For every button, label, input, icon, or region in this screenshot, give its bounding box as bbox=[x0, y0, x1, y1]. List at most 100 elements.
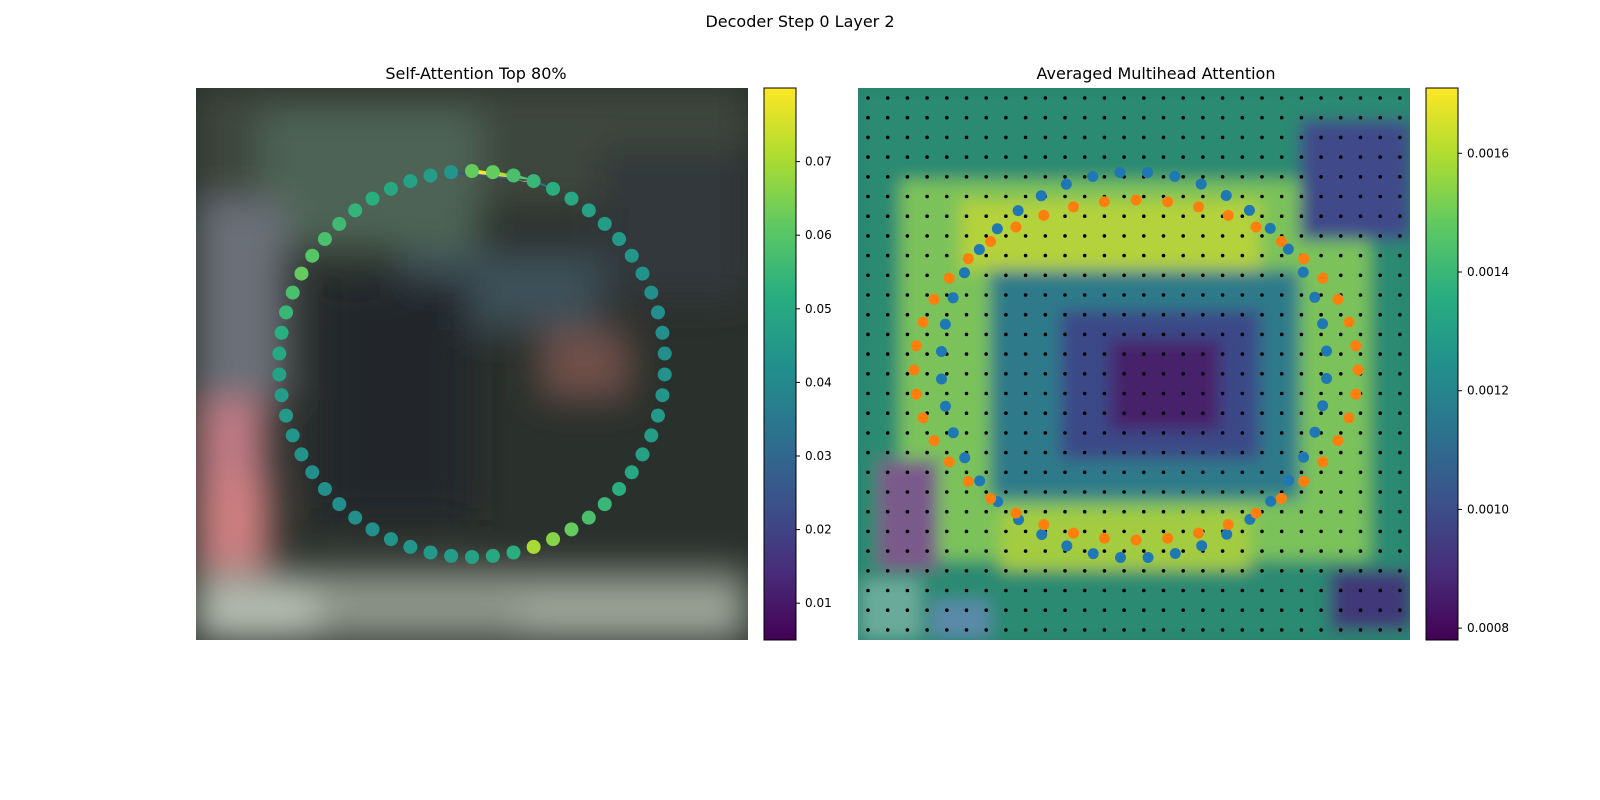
grid-dot bbox=[866, 312, 870, 317]
grid-dot bbox=[1082, 529, 1087, 534]
grid-dot bbox=[945, 411, 949, 416]
colorbar-tick-label: 0.0010 bbox=[1467, 502, 1509, 516]
grid-dot bbox=[1201, 273, 1205, 278]
attention-point bbox=[279, 305, 294, 320]
grid-dot bbox=[905, 490, 910, 494]
grid-dot bbox=[1142, 411, 1146, 416]
grid-dot bbox=[1181, 470, 1185, 475]
grid-dot bbox=[1122, 253, 1126, 258]
grid-dot bbox=[1299, 332, 1304, 337]
grid-dot bbox=[1063, 608, 1067, 612]
grid-dot bbox=[1299, 155, 1304, 159]
grid-dot bbox=[1240, 608, 1245, 612]
grid-dot bbox=[1023, 135, 1028, 140]
grid-dot bbox=[885, 273, 890, 278]
grid-dot bbox=[866, 411, 870, 416]
grid-dot bbox=[1043, 293, 1048, 297]
grid-dot bbox=[925, 293, 929, 297]
grid-dot bbox=[1319, 411, 1323, 416]
grid-dot bbox=[1043, 588, 1048, 593]
grid-dot bbox=[925, 450, 929, 455]
grid-dot bbox=[1004, 431, 1008, 435]
grid-dot bbox=[925, 273, 929, 278]
grid-dot bbox=[1004, 273, 1008, 278]
grid-dot bbox=[1260, 608, 1264, 612]
grid-dot bbox=[1142, 135, 1146, 140]
grid-dot bbox=[905, 549, 910, 553]
grid-dot bbox=[1161, 431, 1166, 435]
grid-dot bbox=[1122, 115, 1126, 120]
grid-dot bbox=[905, 450, 910, 455]
grid-dot bbox=[1260, 372, 1264, 376]
grid-dot bbox=[1201, 352, 1205, 356]
grid-dot bbox=[1378, 273, 1382, 278]
grid-dot bbox=[1398, 411, 1402, 416]
attention-point bbox=[546, 181, 561, 196]
grid-dot bbox=[885, 175, 890, 179]
grid-dot bbox=[1319, 549, 1323, 553]
grid-dot bbox=[905, 391, 910, 396]
grid-dot bbox=[1319, 293, 1323, 297]
right-colorbar bbox=[1425, 87, 1459, 641]
grid-dot bbox=[1398, 214, 1402, 218]
series-point bbox=[1350, 388, 1362, 400]
grid-dot bbox=[1240, 352, 1245, 356]
grid-dot bbox=[1319, 372, 1323, 376]
grid-dot bbox=[1398, 372, 1402, 376]
attention-point bbox=[597, 216, 612, 231]
grid-dot bbox=[1299, 628, 1304, 632]
right-reference-grid bbox=[866, 96, 1402, 632]
grid-dot bbox=[1181, 450, 1185, 455]
grid-dot bbox=[1043, 253, 1048, 258]
grid-dot bbox=[925, 352, 929, 356]
grid-dot bbox=[1102, 549, 1107, 553]
attention-point bbox=[285, 428, 300, 443]
grid-dot bbox=[1398, 549, 1402, 553]
series-point bbox=[936, 373, 948, 385]
attention-point bbox=[657, 367, 672, 382]
grid-dot bbox=[866, 293, 870, 297]
attention-point bbox=[564, 191, 579, 206]
grid-dot bbox=[964, 411, 969, 416]
grid-dot bbox=[945, 372, 949, 376]
grid-dot bbox=[1260, 332, 1264, 337]
grid-dot bbox=[1398, 391, 1402, 396]
grid-dot bbox=[1082, 332, 1087, 337]
grid-dot bbox=[1181, 115, 1185, 120]
grid-dot bbox=[1142, 470, 1146, 475]
grid-dot bbox=[1220, 352, 1225, 356]
grid-dot bbox=[1220, 273, 1225, 278]
grid-dot bbox=[1279, 96, 1284, 100]
grid-dot bbox=[1181, 411, 1185, 416]
grid-dot bbox=[1122, 273, 1126, 278]
grid-dot bbox=[1220, 628, 1225, 632]
grid-dot bbox=[1319, 332, 1323, 337]
grid-dot bbox=[1319, 588, 1323, 593]
grid-dot bbox=[1161, 135, 1166, 140]
grid-dot bbox=[1122, 509, 1126, 514]
grid-dot bbox=[1240, 391, 1245, 396]
left-background-image bbox=[196, 88, 748, 640]
grid-dot bbox=[1181, 194, 1185, 199]
grid-dot bbox=[1201, 490, 1205, 494]
series-point bbox=[1250, 221, 1262, 233]
grid-dot bbox=[1358, 450, 1363, 455]
grid-dot bbox=[1122, 569, 1126, 573]
grid-dot bbox=[885, 253, 890, 258]
grid-dot bbox=[1240, 194, 1245, 199]
series-point bbox=[1196, 540, 1208, 552]
grid-dot bbox=[1043, 115, 1048, 120]
grid-dot bbox=[1122, 312, 1126, 317]
grid-dot bbox=[1299, 293, 1304, 297]
attention-point bbox=[305, 465, 320, 480]
grid-dot bbox=[945, 253, 949, 258]
attention-point bbox=[581, 203, 596, 218]
grid-dot bbox=[1378, 135, 1382, 140]
grid-dot bbox=[1082, 155, 1087, 159]
series-point bbox=[958, 267, 970, 279]
colorbar-tick-label: 0.0016 bbox=[1467, 146, 1509, 160]
grid-dot bbox=[1201, 312, 1205, 317]
grid-dot bbox=[945, 490, 949, 494]
grid-dot bbox=[1240, 509, 1245, 514]
grid-dot bbox=[1023, 628, 1028, 632]
